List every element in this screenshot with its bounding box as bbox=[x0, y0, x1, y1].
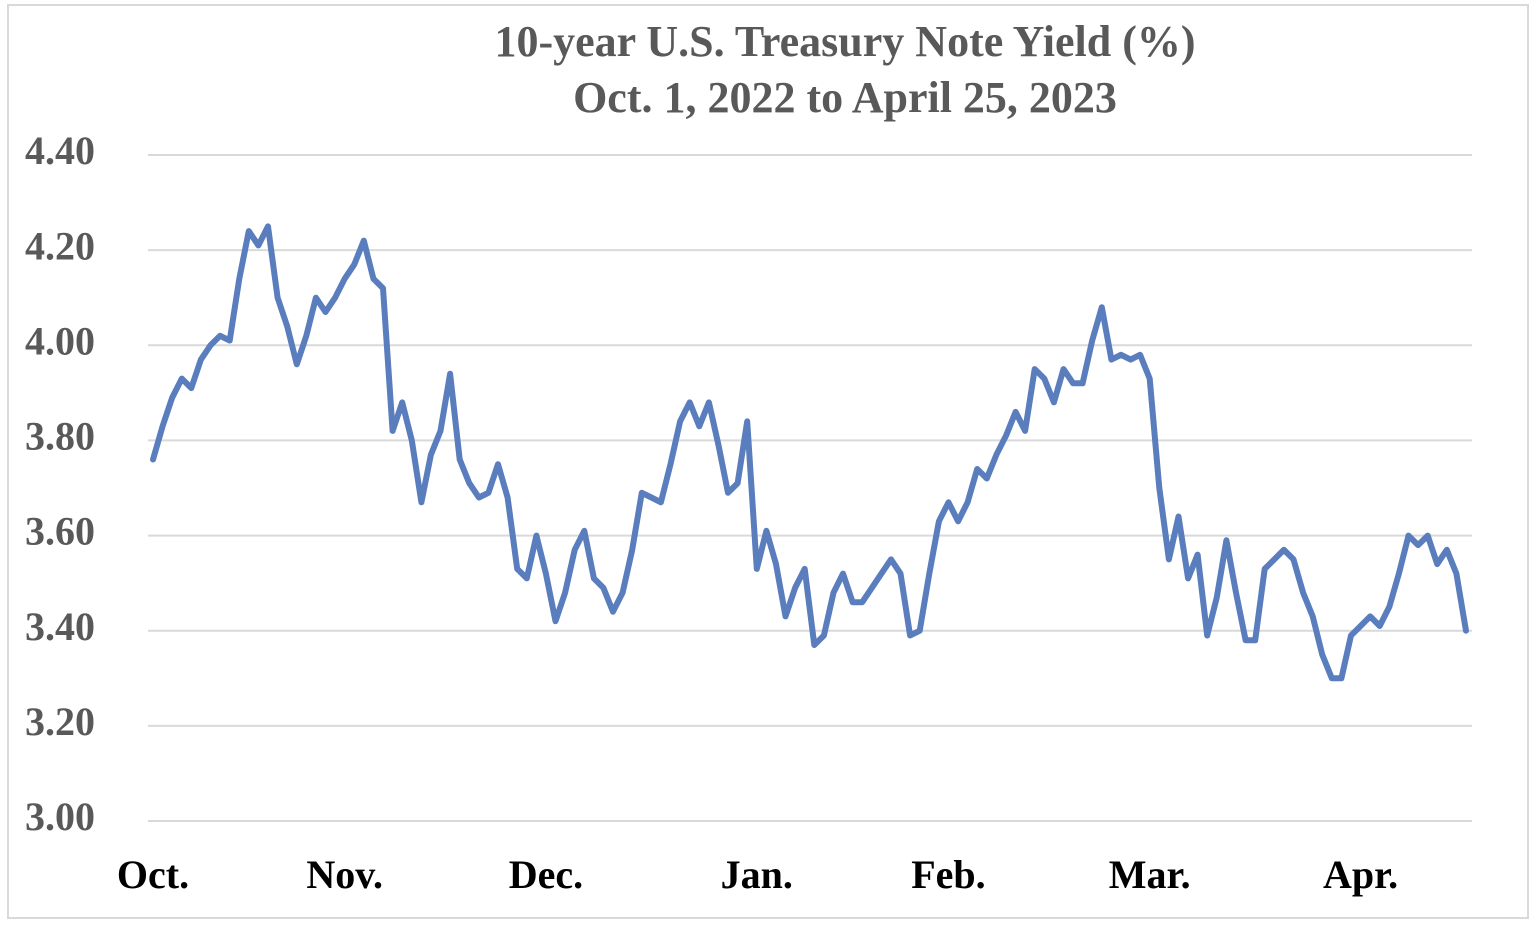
y-tick-label: 4.40 bbox=[25, 128, 95, 173]
y-tick-label: 3.40 bbox=[25, 604, 95, 649]
x-tick-label: Oct. bbox=[117, 852, 189, 897]
y-tick-label: 3.20 bbox=[25, 699, 95, 744]
chart-title: 10-year U.S. Treasury Note Yield (%) bbox=[494, 17, 1195, 66]
y-tick-label: 3.00 bbox=[25, 794, 95, 839]
y-tick-label: 3.60 bbox=[25, 509, 95, 554]
x-tick-label: Apr. bbox=[1323, 852, 1398, 897]
x-tick-label: Dec. bbox=[509, 852, 583, 897]
y-tick-label: 4.20 bbox=[25, 223, 95, 268]
x-tick-label: Feb. bbox=[911, 852, 985, 897]
x-tick-label: Jan. bbox=[721, 852, 793, 897]
chart-border bbox=[7, 4, 1529, 919]
chart-subtitle: Oct. 1, 2022 to April 25, 2023 bbox=[573, 73, 1117, 122]
x-tick-label: Mar. bbox=[1109, 852, 1191, 897]
x-tick-label: Nov. bbox=[306, 852, 383, 897]
data-line bbox=[150, 223, 1469, 682]
y-tick-label: 3.80 bbox=[25, 414, 95, 459]
y-tick-label: 4.00 bbox=[25, 318, 95, 363]
